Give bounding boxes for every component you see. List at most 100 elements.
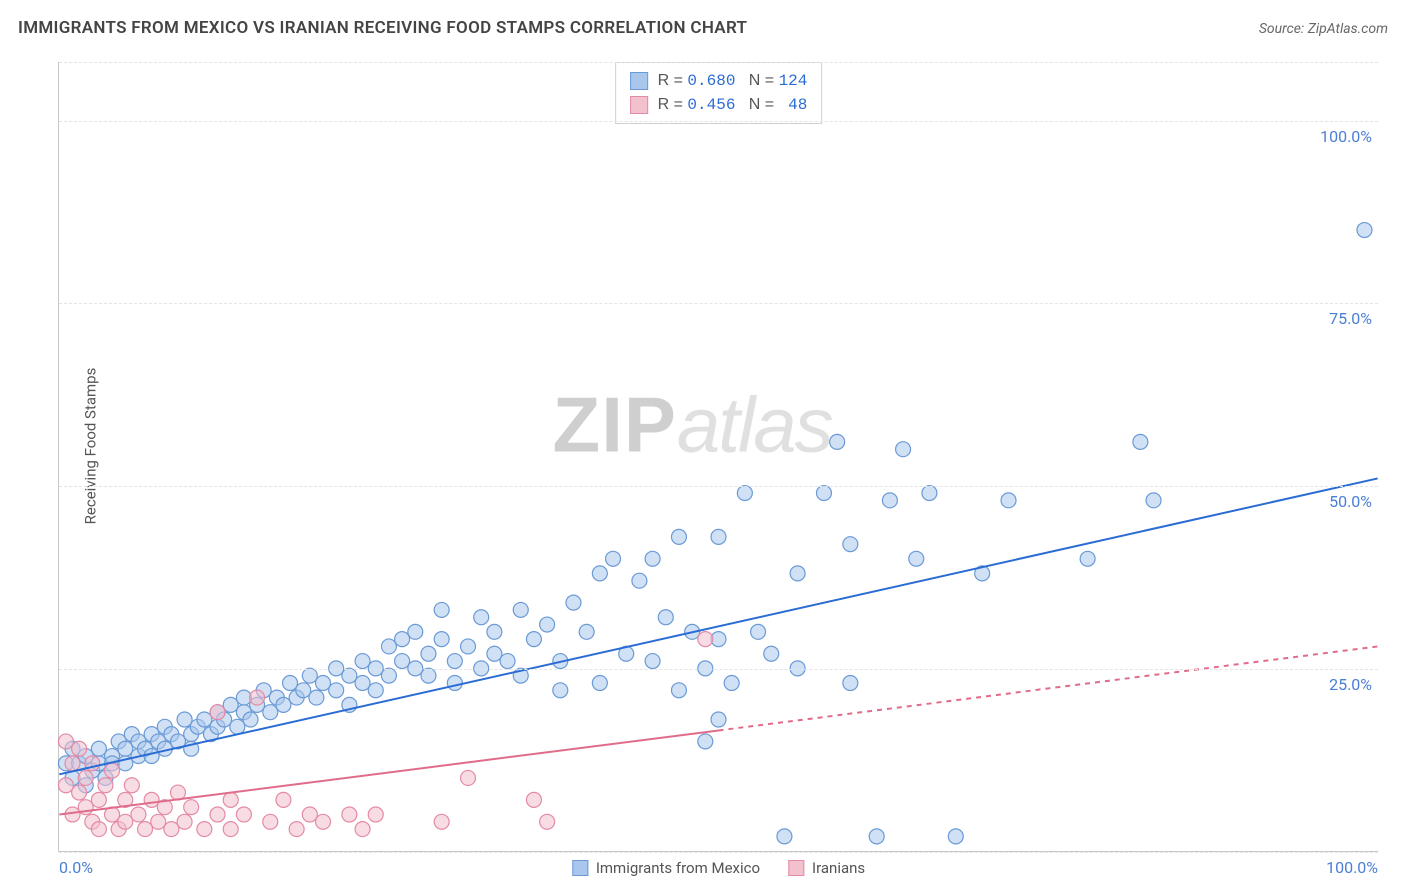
chart-container: IMMIGRANTS FROM MEXICO VS IRANIAN RECEIV… <box>0 0 1406 892</box>
data-point <box>896 442 911 457</box>
data-point <box>513 602 528 617</box>
data-point <box>645 654 660 669</box>
data-point <box>144 792 159 807</box>
data-point <box>118 741 133 756</box>
data-point <box>1080 551 1095 566</box>
data-point <box>243 712 258 727</box>
legend-swatch <box>788 860 804 876</box>
data-point <box>948 829 963 844</box>
data-point <box>421 646 436 661</box>
gridline <box>59 121 1378 122</box>
data-point <box>500 654 515 669</box>
data-point <box>1357 223 1372 238</box>
data-point <box>276 697 291 712</box>
data-point <box>843 675 858 690</box>
data-point <box>461 639 476 654</box>
data-point <box>869 829 884 844</box>
data-point <box>540 617 555 632</box>
data-point <box>434 632 449 647</box>
regression-line <box>719 646 1378 730</box>
data-point <box>58 734 73 749</box>
y-tick-label: 100.0% <box>1320 127 1372 146</box>
y-tick-label: 25.0% <box>1329 675 1372 694</box>
data-point <box>124 778 139 793</box>
source-name: ZipAtlas.com <box>1308 21 1388 37</box>
data-point <box>177 712 192 727</box>
data-point <box>263 705 278 720</box>
data-point <box>91 822 106 837</box>
data-point <box>316 675 331 690</box>
data-point <box>671 683 686 698</box>
data-point <box>164 822 179 837</box>
gridline <box>59 62 1378 63</box>
y-tick-label: 75.0% <box>1329 309 1372 328</box>
data-point <box>236 807 251 822</box>
data-point <box>579 624 594 639</box>
plot-svg <box>59 62 1378 851</box>
data-point <box>474 610 489 625</box>
gridline <box>59 669 1378 670</box>
data-point <box>72 741 87 756</box>
data-point <box>58 778 73 793</box>
legend-item: Immigrants from Mexico <box>572 859 760 877</box>
data-point <box>1133 434 1148 449</box>
data-point <box>302 807 317 822</box>
legend-label: Iranians <box>812 859 865 877</box>
data-point <box>197 712 212 727</box>
data-point <box>658 610 673 625</box>
data-point <box>395 654 410 669</box>
data-point <box>540 814 555 829</box>
data-point <box>843 537 858 552</box>
data-point <box>592 566 607 581</box>
data-point <box>447 654 462 669</box>
data-point <box>434 814 449 829</box>
data-point <box>381 639 396 654</box>
x-tick-label: 100.0% <box>1326 858 1378 877</box>
data-point <box>210 705 225 720</box>
data-point <box>447 675 462 690</box>
data-point <box>342 668 357 683</box>
data-point <box>65 756 80 771</box>
data-point <box>395 632 410 647</box>
data-point <box>72 785 87 800</box>
data-point <box>309 690 324 705</box>
data-point <box>210 807 225 822</box>
data-point <box>487 624 502 639</box>
data-point <box>230 719 245 734</box>
data-point <box>98 778 113 793</box>
data-point <box>434 602 449 617</box>
data-point <box>118 814 133 829</box>
legend-swatch <box>630 96 648 114</box>
data-point <box>355 654 370 669</box>
data-point <box>263 814 278 829</box>
data-point <box>566 595 581 610</box>
data-point <box>197 822 212 837</box>
data-point <box>606 551 621 566</box>
data-point <box>1001 493 1016 508</box>
data-point <box>711 712 726 727</box>
data-point <box>355 675 370 690</box>
stats-legend: R = 0.680 N = 124R = 0.456 N = 48 <box>615 62 823 124</box>
plot-area: ZIPatlas R = 0.680 N = 124R = 0.456 N = … <box>58 62 1378 852</box>
data-point <box>751 624 766 639</box>
data-point <box>711 529 726 544</box>
data-point <box>645 551 660 566</box>
data-point <box>632 573 647 588</box>
y-tick-label: 50.0% <box>1329 492 1372 511</box>
gridline <box>59 486 1378 487</box>
data-point <box>724 675 739 690</box>
data-point <box>138 822 153 837</box>
data-point <box>223 822 238 837</box>
data-point <box>882 493 897 508</box>
source-prefix: Source: <box>1259 21 1308 37</box>
data-point <box>302 668 317 683</box>
data-point <box>177 814 192 829</box>
data-point <box>922 486 937 501</box>
data-point <box>592 675 607 690</box>
title-bar: IMMIGRANTS FROM MEXICO VS IRANIAN RECEIV… <box>18 18 1388 38</box>
data-point <box>764 646 779 661</box>
legend-swatch <box>630 72 648 90</box>
data-point <box>296 683 311 698</box>
data-point <box>289 822 304 837</box>
data-point <box>329 683 344 698</box>
